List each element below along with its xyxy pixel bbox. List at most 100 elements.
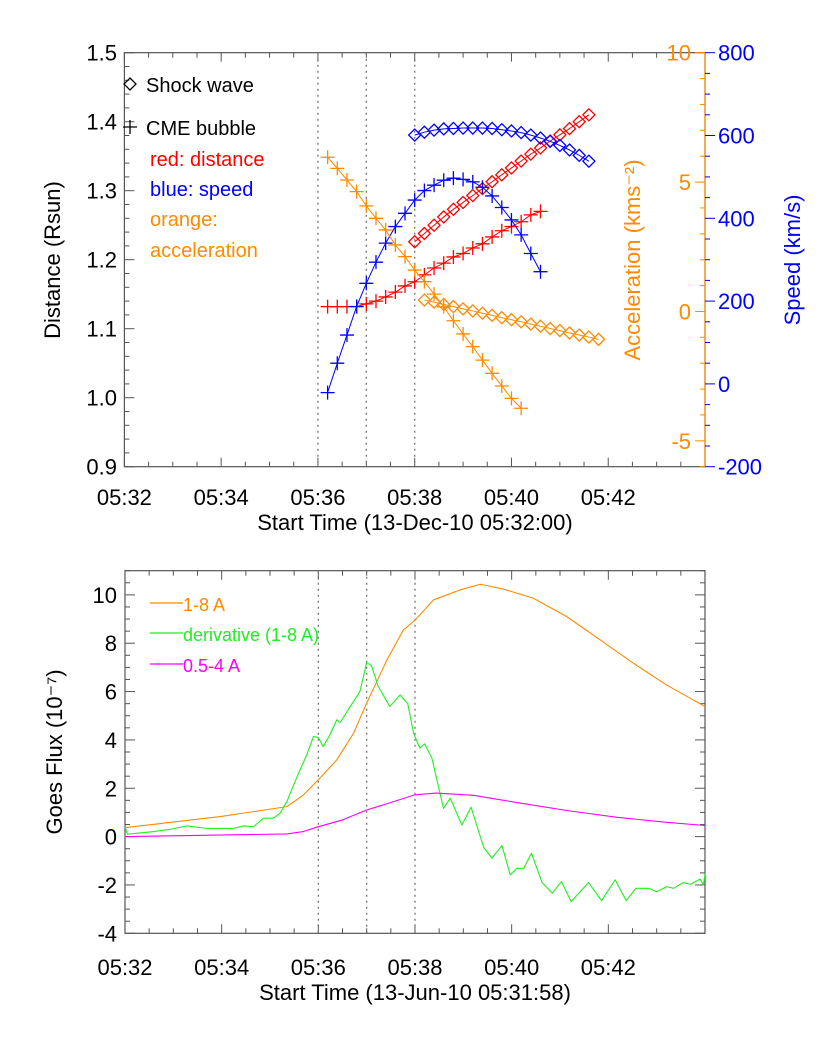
- x-tick-label: 05:40: [484, 485, 539, 510]
- cme-speed-point: [456, 172, 471, 187]
- shock-speed-point: [543, 134, 558, 149]
- shock-acceleration-line: [424, 299, 599, 340]
- x-tick-label: 05:38: [387, 485, 442, 510]
- cme-acceleration-point: [320, 150, 335, 165]
- shock-acceleration-point: [494, 310, 509, 325]
- cme-distance-point: [398, 278, 413, 293]
- cme-speed-point: [514, 227, 529, 242]
- distance-tick-label: 1.4: [86, 110, 117, 135]
- cme-speed-point: [330, 356, 345, 371]
- cme-speed-point: [359, 276, 374, 291]
- shock-distance-point: [465, 188, 480, 203]
- shock-acceleration-point: [417, 293, 432, 307]
- shock-acceleration-point: [523, 317, 538, 332]
- speed-tick-label: 400: [718, 206, 755, 231]
- cme-acceleration-point: [465, 339, 480, 354]
- goes-legend: 1-8 A derivative (1-8 A) 0.5-4 A: [150, 595, 319, 676]
- shock-speed-point: [533, 131, 548, 145]
- legend-acceleration: acceleration: [150, 240, 258, 262]
- cme-distance-point: [494, 223, 509, 238]
- y-tick-label: 2: [105, 776, 117, 801]
- cme-speed-point: [320, 385, 335, 400]
- y-tick-label: 8: [105, 631, 117, 656]
- cme-distance-point: [359, 296, 374, 311]
- kinematics-plot: 05:32 05:34 05:36 05:38 05:40 05:42 0.9 1.0 1.1 1…: [86, 41, 762, 510]
- cme-speed-point: [378, 236, 393, 251]
- x-tick-label: 05:38: [387, 955, 442, 980]
- legend-shock-wave: Shock wave: [146, 75, 254, 97]
- cme-speed-point: [446, 171, 461, 186]
- x-tick-label: 05:32: [97, 485, 152, 510]
- cme-acceleration-point: [427, 287, 442, 302]
- legend-red-distance: red: distance: [150, 149, 265, 171]
- cme-distance-point: [446, 249, 461, 264]
- cme-acceleration-point: [398, 249, 413, 264]
- cme-acceleration-point: [368, 211, 383, 226]
- x-tick-label: 05:36: [290, 485, 345, 510]
- cme-speed-point: [398, 206, 413, 221]
- distance-tick-label: 1.2: [86, 248, 117, 273]
- series-line-1: [124, 662, 706, 903]
- cme-speed-point: [407, 193, 422, 208]
- shock-acceleration-point: [427, 295, 441, 310]
- shock-speed-series: [407, 121, 596, 169]
- cme-distance-point: [485, 229, 500, 244]
- legend-cme-bubble: CME bubble: [146, 118, 256, 140]
- shock-speed-point: [465, 121, 480, 135]
- cme-acceleration-point: [339, 173, 354, 188]
- acceleration-tick-label: 0: [679, 299, 691, 324]
- cme-acceleration-point: [388, 237, 403, 252]
- shock-distance-point: [407, 234, 422, 249]
- y-tick-label: -2: [97, 873, 117, 898]
- x-tick-label: 05:40: [484, 955, 539, 980]
- acceleration-tick-label: 5: [679, 170, 691, 195]
- cme-distance-point: [475, 236, 490, 251]
- shock-speed-point: [446, 121, 461, 136]
- acceleration-axis-title: Acceleration (kms⁻²): [620, 159, 645, 360]
- series-line-0: [124, 583, 706, 829]
- shock-distance-point: [427, 218, 441, 233]
- shock-acceleration-point: [475, 306, 490, 321]
- shock-acceleration-point: [465, 304, 480, 318]
- shock-speed-point: [494, 122, 509, 137]
- cme-distance-point: [514, 214, 529, 229]
- cme-distance-point: [456, 246, 471, 261]
- cme-speed-point: [339, 328, 354, 343]
- shock-distance-point: [572, 114, 587, 129]
- shock-acceleration-series: [417, 293, 606, 347]
- shock-distance-point: [514, 154, 529, 168]
- shock-acceleration-point: [446, 299, 461, 314]
- x-tick-label: 05:32: [97, 955, 152, 980]
- top-x-axis-title: Start Time (13-Dec-10 05:32:00): [257, 510, 572, 535]
- x-tick-label: 05:36: [291, 955, 346, 980]
- legend-0-5-4a: 0.5-4 A: [183, 656, 240, 676]
- distance-tick-label: 1.0: [86, 386, 117, 411]
- shock-distance-point: [446, 202, 461, 217]
- shock-speed-point: [456, 121, 471, 135]
- shock-distance-point: [494, 167, 509, 182]
- shock-distance-series: [407, 107, 596, 249]
- shock-acceleration-point: [436, 297, 451, 312]
- cme-speed-point: [427, 178, 442, 193]
- y-tick-label: 4: [105, 728, 117, 753]
- y-tick-label: 6: [105, 680, 117, 705]
- cme-acceleration-point: [485, 366, 500, 381]
- shock-acceleration-point: [485, 308, 500, 323]
- distance-tick-label: 1.3: [86, 179, 117, 204]
- cme-speed-point: [436, 173, 451, 188]
- x-tick-label: 05:34: [194, 955, 249, 980]
- cme-acceleration-point: [456, 326, 471, 341]
- shock-acceleration-point: [514, 314, 529, 329]
- speed-tick-label: 600: [718, 124, 755, 149]
- cme-speed-point: [523, 246, 538, 261]
- cme-acceleration-point: [349, 184, 364, 199]
- cme-acceleration-point: [378, 222, 393, 237]
- cme-acceleration-point: [407, 263, 422, 278]
- cme-distance-point: [378, 289, 393, 304]
- cme-acceleration-point: [330, 161, 345, 176]
- x-tick-label: 05:34: [194, 485, 249, 510]
- kinematics-legend: Shock wave CME bubble red: distance blue…: [123, 75, 265, 262]
- shock-distance-point: [417, 226, 432, 241]
- acceleration-tick-label: -5: [671, 429, 691, 454]
